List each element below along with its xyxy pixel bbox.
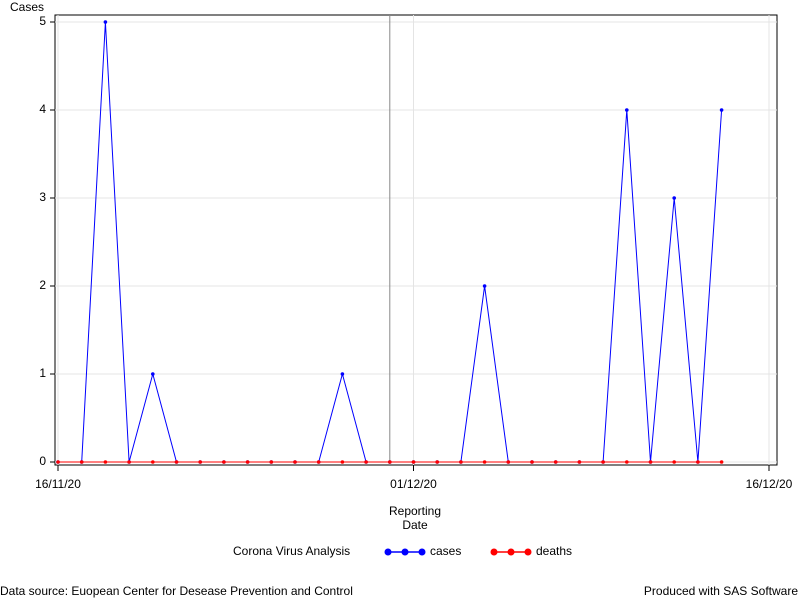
data-point [245, 460, 250, 464]
legend-marker [401, 548, 409, 556]
data-point [174, 460, 179, 464]
legend-marker [507, 548, 515, 556]
y-tick-label: 4 [39, 102, 46, 116]
legend-label: deaths [536, 544, 572, 558]
data-point [506, 460, 511, 464]
data-point [459, 460, 463, 464]
data-point [411, 460, 416, 464]
y-tick-label: 2 [39, 278, 46, 292]
data-point [151, 372, 155, 376]
x-axis-label: Reporting Date [388, 504, 442, 532]
data-point [601, 460, 605, 464]
data-point [625, 108, 629, 112]
plot-frame [54, 14, 778, 466]
legend-marker [524, 548, 532, 556]
x-tick-label: 16/11/20 [35, 477, 81, 491]
data-point [340, 460, 345, 464]
data-point [364, 460, 368, 464]
legend-marker [384, 548, 392, 556]
legend-marker [418, 548, 426, 556]
data-point [577, 460, 582, 464]
data-point [316, 460, 321, 464]
data-point [222, 460, 226, 464]
data-point [435, 460, 440, 464]
data-point [127, 460, 131, 464]
data-point [198, 460, 202, 464]
y-tick-label: 5 [39, 14, 46, 28]
data-point [79, 460, 84, 464]
y-tick-label: 0 [39, 454, 46, 468]
data-point [482, 460, 487, 464]
y-axis-label: Cases [10, 0, 44, 14]
data-point [340, 372, 345, 376]
x-tick-label: 16/12/20 [746, 477, 793, 491]
data-point [56, 460, 60, 464]
data-point [269, 460, 274, 464]
data-point [553, 460, 558, 464]
data-point [719, 460, 724, 464]
data-point [719, 108, 724, 112]
data-point [672, 460, 676, 464]
data-point [388, 460, 392, 464]
legend-title: Corona Virus Analysis [233, 544, 350, 558]
legend-marker [490, 548, 498, 556]
y-tick-label: 3 [39, 190, 46, 204]
footnote-left: Data source: Euopean Center for Desease … [0, 584, 353, 598]
data-point [482, 284, 487, 288]
data-point [293, 460, 297, 464]
data-point [151, 460, 155, 464]
footnote-right: Produced with SAS Software [644, 584, 798, 598]
data-point [696, 460, 700, 464]
y-tick-label: 1 [39, 366, 46, 380]
data-point [625, 460, 629, 464]
data-point [103, 20, 108, 24]
legend-label: cases [430, 544, 461, 558]
data-point [530, 460, 534, 464]
data-point [648, 460, 653, 464]
x-tick-label: 01/12/20 [390, 477, 437, 491]
data-point [672, 196, 676, 200]
data-point [103, 460, 108, 464]
